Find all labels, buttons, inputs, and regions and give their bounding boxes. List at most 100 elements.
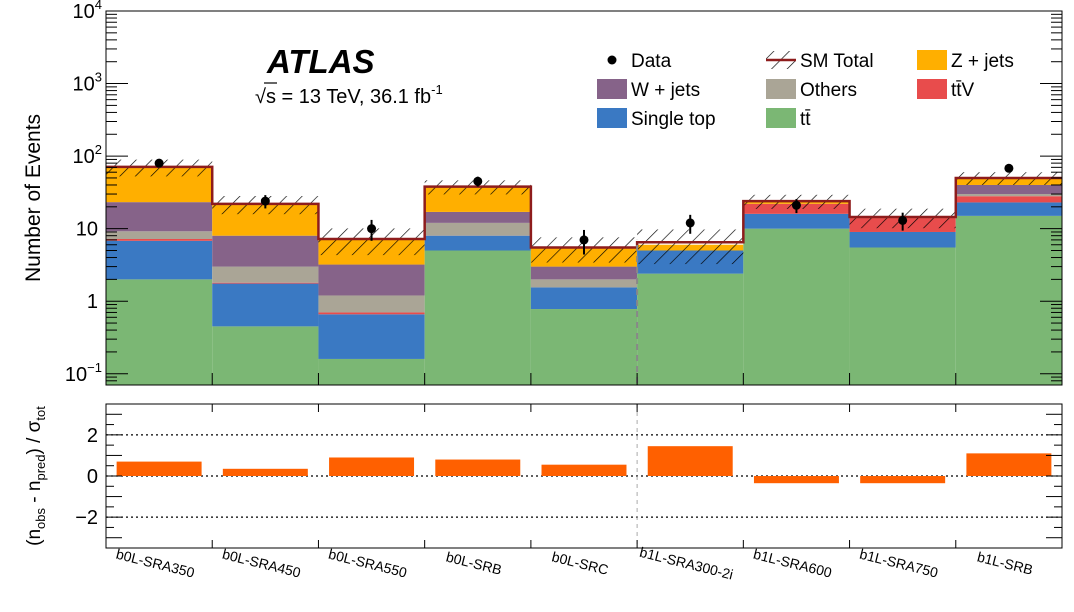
data-points — [154, 158, 1014, 255]
bar-singletop-b0L-SRC — [530, 287, 638, 310]
bar-wjets-b0L-SRB — [424, 211, 531, 223]
y-tick-label: 103 — [73, 70, 102, 96]
ratio-bar-b0L-SRA350 — [116, 461, 202, 476]
bar-ttbar-b0L-SRB — [424, 250, 531, 385]
category-label-b1L-SRA300-2i: b1L-SRA300-2i — [638, 544, 735, 583]
bar-singletop-b1L-SRA600 — [743, 213, 850, 229]
data-point-b1L-SRA300-2i — [685, 218, 695, 228]
y-tick-label-exponent: 3 — [95, 70, 102, 85]
y-tick-label-base: 1 — [87, 291, 98, 313]
y-tick-label-exponent: 4 — [95, 0, 102, 12]
main-plot-frame — [105, 10, 1063, 386]
y-tick-label: 1 — [87, 291, 98, 313]
ratio-bars — [116, 446, 1052, 484]
ratio-bar-b1L-SRA750 — [860, 476, 946, 484]
ratio-y-tick-label: 0 — [87, 466, 98, 488]
y-axis-label: Number of Events — [22, 114, 45, 282]
y-tick-label-base: 10 — [65, 364, 87, 386]
bar-ttbar-b1L-SRB — [955, 215, 1062, 385]
y-tick-label: 102 — [73, 142, 102, 168]
category-label-b1L-SRA750: b1L-SRA750 — [858, 546, 940, 581]
category-label-b1L-SRA600: b1L-SRA600 — [752, 546, 834, 581]
ratio-bar-b1L-SRA300-2i — [647, 446, 733, 476]
legend-marker-others — [766, 79, 796, 99]
legend-label-wjets: W + jets — [631, 80, 700, 101]
ratio-bar-b1L-SRA600 — [753, 476, 839, 484]
ratio-bar-b0L-SRA450 — [222, 468, 308, 476]
atlas-label: ATLAS — [266, 43, 375, 80]
y-tick-label-base: 10 — [73, 146, 95, 168]
bar-wjets-b1L-SRB — [955, 184, 1062, 195]
bar-ttbar-b0L-SRA550 — [318, 358, 425, 385]
bar-others-b0L-SRA450 — [212, 266, 319, 283]
bar-ttv-b0L-SRA550 — [318, 312, 425, 315]
bar-ttbar-b1L-SRA750 — [849, 247, 956, 385]
bar-singletop-b0L-SRA550 — [318, 314, 425, 359]
ratio-plot-area: −2 0 2 — [75, 403, 1063, 549]
bar-singletop-b1L-SRA750 — [849, 231, 956, 248]
legend-label-total: SM Total — [800, 51, 874, 72]
bar-ttv-b0L-SRA350 — [106, 239, 213, 241]
category-label-b0L-SRB: b0L-SRB — [444, 549, 503, 578]
sm-total-uncertainty-band — [106, 159, 1062, 265]
energy-lumi-label: √s = 13 TeV, 36.1 fb-1 — [255, 82, 443, 108]
y-tick-label-exponent: −1 — [87, 360, 102, 375]
category-label-b0L-SRA450: b0L-SRA450 — [221, 546, 303, 581]
legend-marker-zjets — [917, 50, 947, 70]
bar-ttv-b1L-SRB — [955, 196, 1062, 203]
ratio-y-axis-label: (nobs - npred) / σtot — [24, 406, 48, 546]
legend-marker-data — [607, 55, 617, 65]
data-point-b0L-SRC — [579, 235, 589, 245]
data-point-b1L-SRB — [1004, 163, 1014, 173]
y-tick-label: 10 — [76, 219, 98, 241]
bar-ttbar-b0L-SRA450 — [212, 326, 319, 385]
legend-label-zjets: Z + jets — [951, 51, 1014, 72]
data-point-b0L-SRB — [473, 176, 483, 186]
category-labels: b0L-SRA350 b0L-SRA450 b0L-SRA550 b0L-SRB b0L… — [114, 544, 1034, 583]
legend-marker-singletop — [597, 108, 627, 128]
ratio-bar-b0L-SRB — [435, 459, 521, 476]
uncertainty-b1L-SRA300-2i — [637, 229, 744, 265]
bar-others-b0L-SRB — [424, 222, 531, 236]
bar-ttbar-b1L-SRA600 — [743, 228, 850, 385]
bar-others-b1L-SRB — [955, 194, 1062, 197]
bar-ttbar-b1L-SRA300-2i — [637, 273, 744, 385]
bar-others-b0L-SRA350 — [106, 231, 213, 240]
energy-lumi-superscript: -1 — [431, 82, 443, 97]
data-point-b1L-SRA600 — [791, 200, 801, 210]
bar-wjets-b0L-SRA450 — [212, 235, 319, 267]
bar-wjets-b0L-SRA550 — [318, 264, 425, 296]
main-x-axis-ticks — [105, 373, 1063, 385]
bar-singletop-b0L-SRA450 — [212, 283, 319, 327]
ratio-bar-b0L-SRC — [541, 464, 627, 476]
legend-label-others: Others — [800, 80, 857, 101]
legend-marker-ttbar — [766, 108, 796, 128]
category-label-b0L-SRA350: b0L-SRA350 — [114, 546, 196, 581]
ratio-bar-b1L-SRB — [966, 453, 1052, 476]
y-tick-label-base: 10 — [76, 219, 98, 241]
bar-singletop-b1L-SRB — [955, 202, 1062, 216]
legend-label-point: Data — [631, 51, 672, 72]
bar-ttbar-b0L-SRC — [530, 309, 638, 385]
y-tick-label: 104 — [73, 0, 102, 23]
bar-wjets-b0L-SRC — [530, 266, 638, 280]
ratio-y-axis-ticks: −2 0 2 — [75, 413, 1062, 539]
legend: Data W + jets Single top SM Total Others tt̄ Z… — [597, 50, 1014, 130]
ratio-x-axis-ticks — [105, 404, 1063, 548]
bar-others-b0L-SRA550 — [318, 295, 425, 313]
y-tick-label: 10−1 — [65, 360, 102, 386]
bar-ttbar-b0L-SRA350 — [106, 279, 213, 385]
legend-marker-wjets — [597, 79, 627, 99]
legend-label-singletop: Single top — [631, 109, 716, 130]
energy-lumi-text: √s = 13 TeV, 36.1 fb — [255, 86, 431, 108]
legend-label-ttv: tt̄V — [951, 80, 975, 101]
category-label-b1L-SRB: b1L-SRB — [976, 549, 1035, 578]
bar-ttv-b0L-SRA450 — [212, 282, 319, 284]
legend-marker-ttv — [917, 79, 947, 99]
bar-wjets-b0L-SRA350 — [106, 202, 213, 232]
bar-others-b0L-SRC — [530, 279, 638, 288]
ratio-bar-b0L-SRA550 — [329, 457, 415, 476]
